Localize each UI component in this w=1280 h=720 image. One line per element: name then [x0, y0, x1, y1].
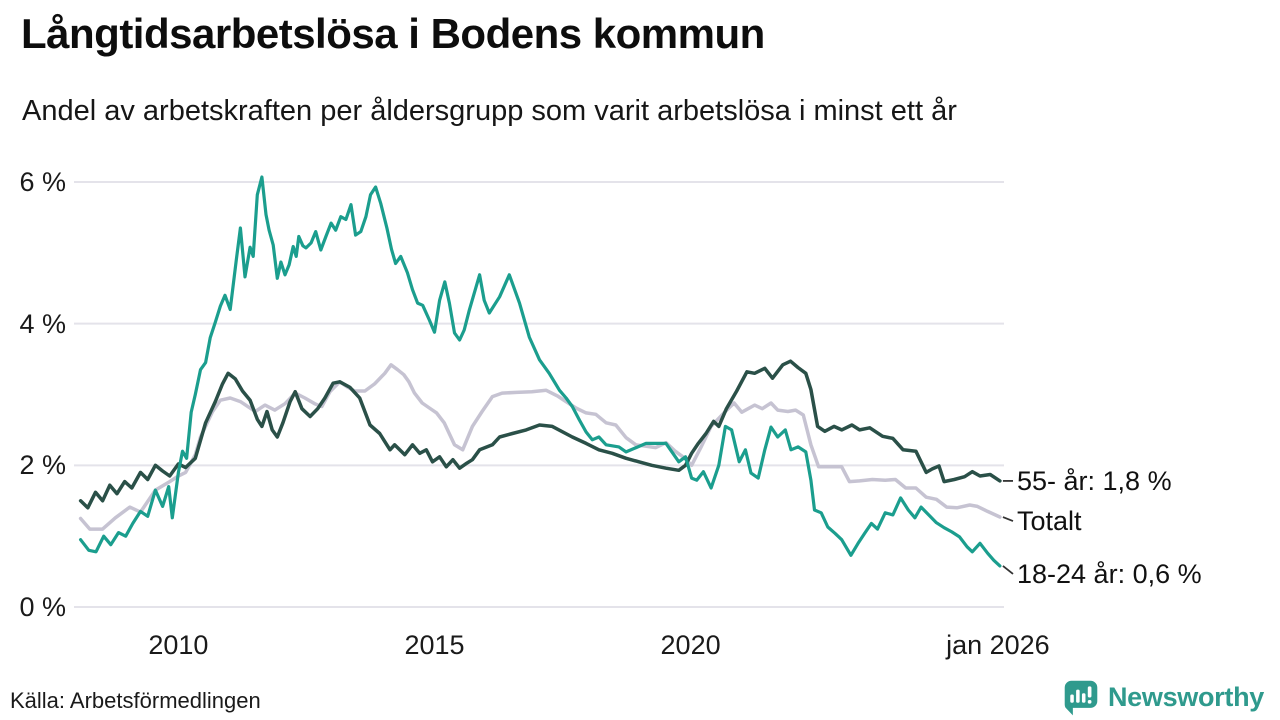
source-note: Källa: Arbetsförmedlingen: [10, 688, 261, 713]
series-label-55: 55- år: 1,8 %: [1017, 465, 1172, 496]
series-label-18-24: 18-24 år: 0,6 %: [1017, 558, 1202, 589]
y-axis-tick: 0 %: [19, 592, 66, 622]
series-line-Totalt: [78, 363, 1002, 531]
x-axis-tick: 2020: [660, 630, 721, 660]
series-line-55-r: [78, 359, 1002, 510]
label-connector: [1002, 516, 1014, 522]
x-axis-tick: jan 2026: [946, 630, 1050, 660]
page-subtitle: Andel av arbetskraften per åldersgrupp s…: [22, 95, 957, 127]
series-label-totalt: Totalt: [1017, 506, 1082, 537]
label-connector: [1002, 565, 1014, 575]
y-axis-tick: 4 %: [19, 308, 66, 339]
y-axis-tick: 2 %: [19, 450, 66, 481]
series-line-18-24-r: [78, 175, 1002, 568]
x-axis-tick: 2010: [148, 630, 209, 660]
x-axis-tick: 2015: [404, 630, 465, 660]
newsworthy-logo-text: Newsworthy: [1107, 681, 1264, 712]
y-axis-tick: 6 %: [19, 167, 66, 197]
page-title: Långtidsarbetslösa i Bodens kommun: [21, 10, 765, 57]
newsworthy-brand: Newsworthy: [1062, 678, 1264, 716]
newsworthy-logo-icon: [1064, 680, 1098, 716]
